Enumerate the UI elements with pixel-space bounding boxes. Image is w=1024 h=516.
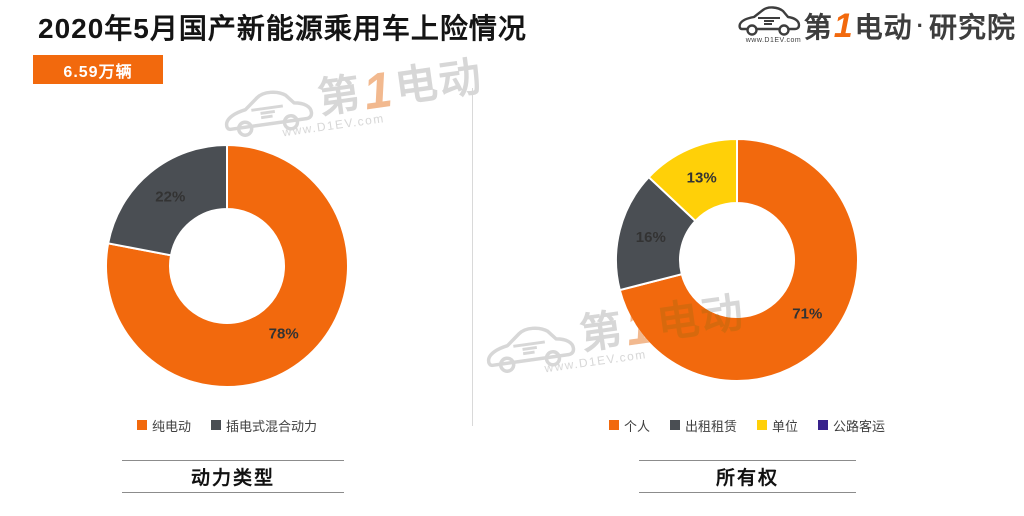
legend-swatch-icon [757,420,767,430]
slice-label-0: 78% [269,326,299,343]
brand-pre: 第 [803,12,833,43]
donut-slice-2 [647,137,738,223]
page-title: 2020年5月国产新能源乘用车上险情况 [38,13,527,44]
legend-item: 单位 [757,416,798,435]
legend-label: 公路客运 [833,418,886,434]
slice-label-1: 22% [155,188,185,205]
slice-label-1: 16% [636,229,666,246]
wm-brand-one: 1 [360,60,398,121]
legend-item: 纯电动 [136,416,191,435]
legend-power-type: 纯电动 插电式混合动力 [87,416,367,435]
legend-item: 出租租赁 [669,416,737,435]
brand-one: 1 [833,7,854,45]
legend-swatch-icon [136,420,147,430]
logo-url: www.D1EV.com [745,37,802,44]
car-logo-icon: www.D1EV.com [736,4,802,48]
donut-chart-ownership: 71% 16% 13% [607,130,867,390]
legend-label: 单位 [772,418,799,434]
legend-swatch-icon [818,420,829,430]
brand-separator: · [916,13,925,38]
donut-chart-power-type: 78% 22% [97,136,357,396]
legend-label: 出租租赁 [684,418,737,434]
legend-swatch-icon [211,420,221,430]
legend-item: 插电式混合动力 [211,416,317,435]
brand-text: 第 1 电动 · 研究院 [804,6,1016,46]
legend-label: 插电式混合动力 [226,418,318,434]
donut-slice-0 [105,143,349,388]
wm-brand-pre: 第 [314,69,366,122]
vertical-divider [472,88,473,426]
brand-post: 电动 [854,12,913,43]
legend-item: 个人 [608,416,650,435]
wm-url: www.D1EV.com [281,111,386,140]
caption-power-type: 动力类型 [122,460,344,493]
legend-swatch-icon [608,420,619,430]
watermark-logo: 第 1 电动 www.D1EV.com [216,51,488,147]
legend-swatch-icon [669,420,680,430]
brand-org: 研究院 [928,12,1016,43]
brand-logo: www.D1EV.com 第 1 电动 · 研究院 [736,4,1016,48]
legend-ownership: 个人 出租租赁 单位 公路客运 [567,416,927,435]
donut-slice-1 [106,143,228,257]
legend-item: 公路客运 [818,416,885,435]
caption-ownership: 所有权 [639,460,856,493]
total-badge: 6.59万辆 [33,55,163,84]
legend-label: 个人 [623,418,650,434]
legend-label: 纯电动 [151,418,191,434]
slice-label-0: 71% [792,305,822,322]
donut-svg: 71% 16% 13% [615,137,859,382]
donut-slice-0 [618,137,859,382]
car-watermark-icon [486,326,576,373]
slice-label-2: 13% [687,169,717,186]
donut-svg: 78% 22% [105,143,349,388]
